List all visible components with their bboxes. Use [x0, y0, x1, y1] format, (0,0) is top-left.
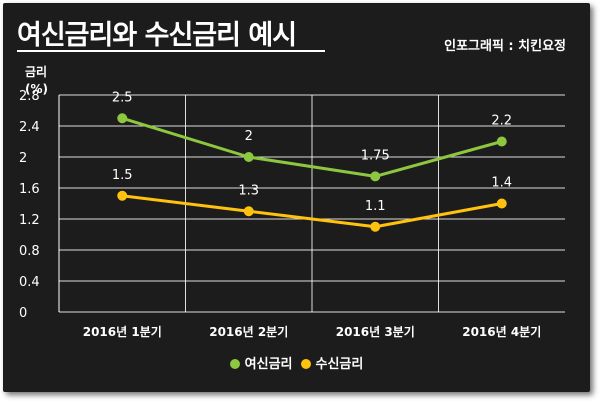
- legend-marker: [229, 359, 240, 369]
- y-tick-label: 2: [19, 151, 27, 166]
- data-point: [117, 190, 128, 201]
- y-axis-unit: (%): [25, 82, 48, 96]
- data-point: [243, 152, 254, 162]
- legend-item: 여신금리: [229, 353, 293, 372]
- y-tick-label: 0: [19, 306, 27, 321]
- x-tick-label: 2016년 2분기: [209, 324, 288, 339]
- chart-title: 여신금리와 수신금리 예시: [17, 20, 297, 51]
- series-line: [120, 116, 504, 178]
- data-point: [370, 171, 381, 182]
- data-label: 2.5: [112, 90, 133, 105]
- y-axis-label: 금리: [25, 65, 48, 79]
- line-chart: 0 0.4 0.8 1.2 1.6 2 2.4 2.8 2016년 1분기 2016년 2분기 20…: [19, 89, 565, 339]
- y-axis-title: 금리 (%): [25, 64, 48, 98]
- credit-label: 인포그래픽 : 치킨요정: [444, 39, 566, 54]
- legend-item: 수신금리: [300, 353, 364, 372]
- x-tick-label: 2016년 4분기: [462, 324, 541, 339]
- series-line: [120, 194, 504, 229]
- data-point: [496, 198, 507, 209]
- data-label: 2: [245, 129, 253, 144]
- y-tick-label: 0.4: [19, 275, 40, 290]
- data-point: [496, 136, 507, 147]
- data-label: 1.5: [112, 168, 133, 183]
- data-label: 1.75: [361, 148, 390, 163]
- y-tick-label: 1.2: [19, 213, 40, 228]
- data-label: 1.3: [238, 183, 259, 198]
- chart-panel: 여신금리와 수신금리 예시 인포그래픽 : 치킨요정 금리 (%) 0 0.4 0.…: [3, 3, 590, 392]
- data-label: 1.1: [365, 199, 386, 214]
- y-tick-label: 2.8: [19, 89, 40, 104]
- data-point: [117, 113, 128, 124]
- y-tick-label: 0.8: [19, 244, 40, 259]
- x-tick-label: 2016년 1분기: [83, 324, 162, 339]
- x-tick-label: 2016년 3분기: [336, 324, 415, 339]
- y-tick-label: 2.4: [19, 120, 40, 135]
- data-label: 2.2: [491, 114, 512, 129]
- title-underline: [17, 50, 325, 52]
- data-label: 1.4: [491, 176, 512, 191]
- y-tick-label: 1.6: [19, 182, 40, 197]
- data-point: [370, 221, 381, 232]
- legend: 여신금리 수신금리: [3, 353, 590, 372]
- legend-marker: [300, 359, 311, 369]
- legend-label: 수신금리: [315, 357, 364, 372]
- legend-label: 여신금리: [244, 357, 293, 372]
- data-point: [243, 206, 254, 217]
